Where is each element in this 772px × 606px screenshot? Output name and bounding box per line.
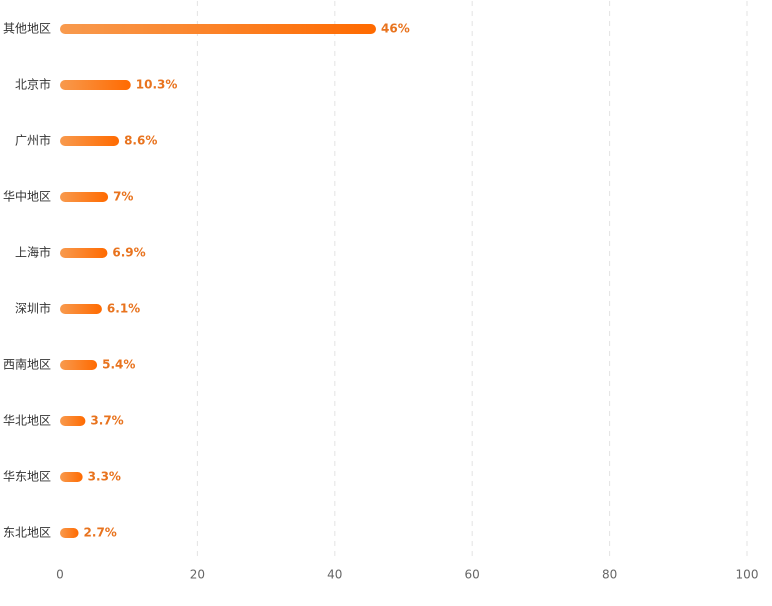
bar <box>60 192 109 202</box>
y-tick-label: 广州市 <box>15 133 51 148</box>
value-label: 6.1% <box>107 302 140 316</box>
value-label: 2.7% <box>84 526 117 540</box>
bar <box>60 24 377 34</box>
x-tick-label: 60 <box>465 568 480 582</box>
bar <box>60 472 83 482</box>
x-tick-label: 0 <box>56 568 64 582</box>
value-label: 6.9% <box>112 246 145 260</box>
y-tick-label: 华北地区 <box>3 414 51 428</box>
bar <box>60 80 131 90</box>
y-tick-label: 华东地区 <box>3 470 51 484</box>
y-tick-label: 华中地区 <box>3 189 51 204</box>
value-label: 8.6% <box>124 134 157 148</box>
value-label: 46% <box>381 22 410 36</box>
value-label: 7% <box>113 190 133 204</box>
bar <box>60 304 102 314</box>
bar <box>60 416 86 426</box>
y-tick-label: 深圳市 <box>15 301 51 316</box>
y-tick-label: 西南地区 <box>3 357 51 372</box>
x-tick-label: 20 <box>190 568 205 582</box>
x-tick-label: 80 <box>602 568 617 582</box>
x-tick-label: 40 <box>327 568 342 582</box>
y-tick-label: 东北地区 <box>3 526 51 540</box>
value-label: 10.3% <box>136 78 178 92</box>
y-tick-label: 北京市 <box>15 77 51 92</box>
value-label: 3.3% <box>88 470 121 484</box>
bar <box>60 528 79 538</box>
bar <box>60 136 120 146</box>
y-tick-label: 其他地区 <box>3 22 51 36</box>
value-label: 5.4% <box>102 358 135 372</box>
x-tick-label: 100 <box>736 568 759 582</box>
bar <box>60 360 98 370</box>
value-label: 3.7% <box>90 414 123 428</box>
bar <box>60 248 108 258</box>
y-tick-label: 上海市 <box>15 245 51 260</box>
